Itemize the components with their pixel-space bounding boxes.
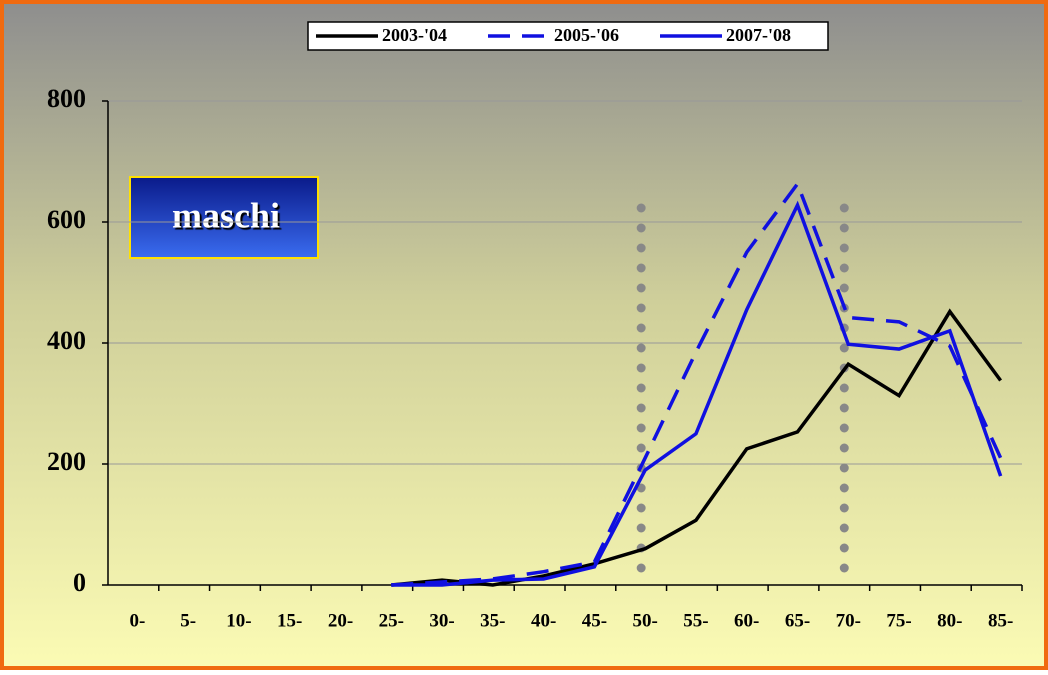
x-tick-label: 30- <box>429 610 454 631</box>
x-tick-label: 15- <box>277 610 302 631</box>
x-tick-label: 75- <box>886 610 911 631</box>
legend-label: 2007-'08 <box>726 25 791 45</box>
x-tick-label: 5- <box>180 610 196 631</box>
x-tick-label: 55- <box>683 610 708 631</box>
line <box>391 180 1003 587</box>
x-tick-label: 45- <box>582 610 607 631</box>
y-tick-label: 600 <box>47 205 86 234</box>
line <box>391 308 1003 587</box>
legend <box>307 21 829 51</box>
x-tick-label: 80- <box>937 610 962 631</box>
y-tick-label: 0 <box>73 568 86 597</box>
annotation: maschi <box>172 195 280 235</box>
line <box>391 200 1003 587</box>
y-tick-label: 800 <box>47 84 86 113</box>
legend-label: 2003-'04 <box>382 25 447 45</box>
x-tick-label: 10- <box>226 610 251 631</box>
y-tick-label: 200 <box>47 447 86 476</box>
x-tick-label: 35- <box>480 610 505 631</box>
x-tick-label: 65- <box>785 610 810 631</box>
x-tick-label: 60- <box>734 610 759 631</box>
x-tick-label: 25- <box>379 610 404 631</box>
x-tick-label: 85- <box>988 610 1013 631</box>
x-tick-label: 20- <box>328 610 353 631</box>
x-tick-label: 40- <box>531 610 556 631</box>
annotation-box <box>129 176 319 259</box>
legend-label: 2005-'06 <box>554 25 619 45</box>
x-tick-label: 0- <box>129 610 145 631</box>
x-tick-label: 50- <box>633 610 658 631</box>
y-tick-label: 400 <box>47 326 86 355</box>
x-tick-label: 70- <box>836 610 861 631</box>
